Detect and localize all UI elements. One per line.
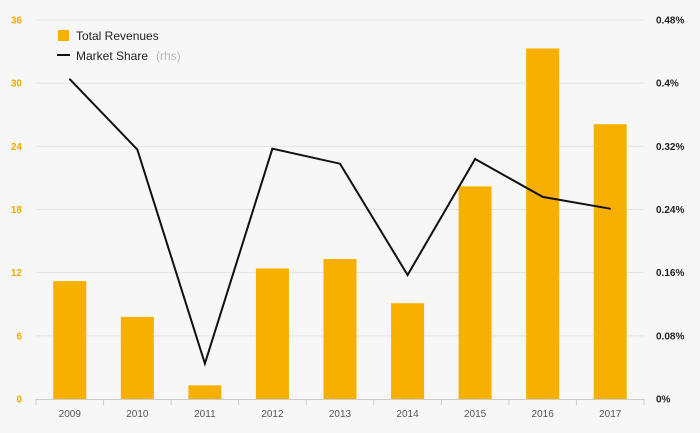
bar-total-revenues	[255, 268, 289, 399]
x-tick-label: 2014	[396, 409, 419, 420]
x-tick-label: 2013	[329, 409, 352, 420]
point-market-share	[204, 362, 206, 365]
y-left-tick-label: 12	[11, 268, 23, 279]
x-tick-label: 2010	[126, 409, 149, 420]
legend-swatch-total-revenues	[58, 30, 69, 41]
x-tick-label: 2012	[261, 409, 284, 420]
x-tick-label: 2009	[59, 409, 82, 420]
y-right-tick-label: 0.32%	[656, 142, 684, 153]
legend-label-market-share-suffix: (rhs)	[156, 49, 181, 63]
y-left-tick-label: 36	[11, 16, 23, 27]
point-market-share	[68, 78, 71, 81]
line-layer	[68, 78, 612, 367]
axis-layer: 0 6 12 18 24 30 36 0% 0.08% 0.16% 0.24% 0.32% 0.4% 0.…	[11, 16, 685, 421]
x-tick-label: 2016	[532, 409, 555, 420]
x-tick-label: 2011	[194, 409, 216, 420]
point-market-share	[541, 196, 544, 198]
y-right-tick-label: 0.16%	[656, 268, 684, 279]
bar-total-revenues	[53, 281, 87, 399]
x-tick-label: 2015	[464, 409, 487, 420]
point-market-share	[474, 158, 476, 160]
bar-total-revenues	[391, 303, 425, 399]
point-market-share	[271, 147, 274, 150]
y-right-tick-label: 0.08%	[656, 331, 684, 342]
legend-label-total-revenues: Total Revenues	[76, 29, 159, 43]
point-market-share	[339, 162, 341, 165]
point-market-share	[406, 274, 409, 276]
y-right-tick-label: 0.48%	[656, 16, 684, 27]
y-left-tick-label: 6	[16, 331, 22, 342]
bar-total-revenues	[458, 186, 492, 399]
y-left-tick-label: 18	[11, 205, 23, 216]
bar-total-revenues	[593, 124, 627, 399]
y-left-tick-label: 30	[11, 79, 23, 90]
legend-label-market-share: Market Share	[76, 49, 148, 63]
bar-total-revenues	[188, 385, 222, 399]
y-left-tick-label: 24	[11, 142, 23, 153]
bar-total-revenues	[526, 48, 560, 400]
legend-label-market-share-group: Market Share (rhs)	[76, 47, 181, 64]
y-right-tick-label: 0.24%	[656, 205, 684, 216]
y-left-tick-label: 0	[16, 395, 22, 406]
legend: Total Revenues Market Share (rhs)	[57, 29, 181, 64]
y-right-tick-label: 0.4%	[656, 79, 679, 90]
x-tick-label: 2017	[599, 409, 622, 420]
bar-total-revenues	[120, 316, 154, 399]
bars-layer	[53, 48, 627, 400]
point-market-share	[136, 148, 139, 151]
point-market-share	[609, 207, 612, 210]
y-right-tick-label: 0%	[656, 395, 671, 406]
bar-total-revenues	[323, 258, 357, 399]
